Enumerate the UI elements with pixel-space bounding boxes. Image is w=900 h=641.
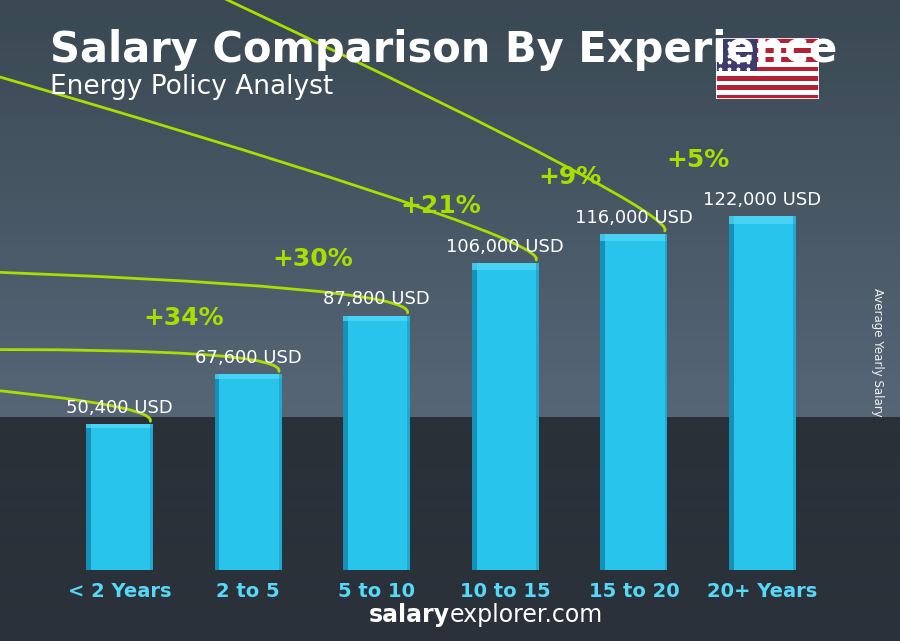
Bar	[600, 234, 667, 241]
Bar	[536, 263, 539, 570]
Bar	[150, 424, 153, 570]
Bar	[716, 48, 819, 53]
Bar	[716, 53, 819, 57]
Bar	[86, 424, 91, 570]
Bar	[600, 234, 667, 570]
Bar	[343, 316, 348, 570]
Text: +5%: +5%	[667, 148, 730, 172]
Bar	[716, 43, 819, 48]
Bar	[716, 71, 819, 76]
Bar	[716, 57, 819, 62]
Bar	[408, 316, 410, 570]
Bar	[279, 374, 282, 570]
Text: +21%: +21%	[400, 194, 482, 219]
Bar	[729, 217, 796, 570]
Bar	[215, 374, 220, 570]
Bar	[664, 234, 667, 570]
Bar	[343, 316, 410, 321]
Text: explorer.com: explorer.com	[450, 603, 603, 627]
Text: +30%: +30%	[272, 247, 353, 271]
Bar	[729, 217, 796, 224]
Text: 50,400 USD: 50,400 USD	[67, 399, 173, 417]
Text: 116,000 USD: 116,000 USD	[575, 208, 693, 227]
Bar	[215, 374, 282, 379]
Bar	[716, 81, 819, 85]
Bar	[472, 263, 539, 570]
Bar	[86, 424, 153, 570]
Text: +9%: +9%	[538, 165, 601, 190]
Text: 122,000 USD: 122,000 USD	[704, 191, 822, 209]
Bar	[716, 62, 819, 67]
Bar	[716, 85, 819, 90]
Bar	[716, 90, 819, 95]
Bar	[716, 76, 819, 81]
Text: 87,800 USD: 87,800 USD	[323, 290, 430, 308]
Bar	[343, 316, 410, 570]
Text: Average Yearly Salary: Average Yearly Salary	[871, 288, 884, 417]
Text: 106,000 USD: 106,000 USD	[446, 238, 564, 256]
Bar	[472, 263, 476, 570]
Bar	[472, 263, 539, 270]
Text: Energy Policy Analyst: Energy Policy Analyst	[50, 74, 333, 100]
Bar	[86, 424, 153, 428]
Bar	[716, 95, 819, 99]
Text: Salary Comparison By Experience: Salary Comparison By Experience	[50, 29, 837, 71]
Bar	[215, 374, 282, 570]
Bar	[729, 217, 733, 570]
Bar	[716, 38, 757, 71]
Bar	[716, 38, 819, 43]
Text: 67,600 USD: 67,600 USD	[194, 349, 302, 367]
Bar	[716, 67, 819, 71]
Text: salary: salary	[369, 603, 450, 627]
Bar	[793, 217, 796, 570]
Bar	[600, 234, 605, 570]
Text: +34%: +34%	[143, 306, 224, 330]
